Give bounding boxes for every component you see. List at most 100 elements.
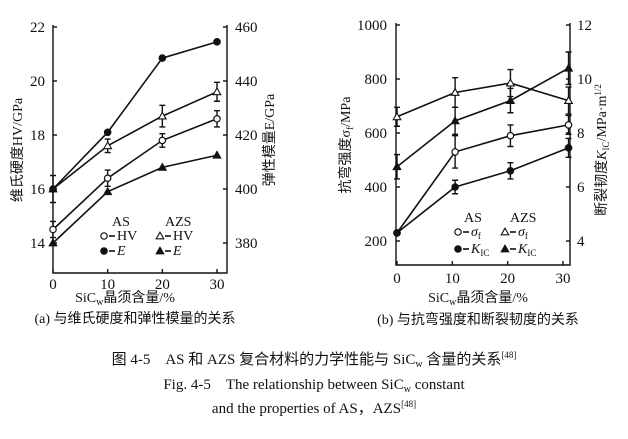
- open-circle-marker: [213, 115, 221, 123]
- right-y-axis-label: 弹性模量E/GPa: [262, 93, 278, 186]
- filled-triangle-marker: [48, 238, 58, 247]
- open-triangle-marker: [505, 78, 516, 87]
- legend-label: σf: [518, 225, 528, 241]
- axes-frame: [395, 23, 571, 266]
- x-tick-label: 0: [49, 277, 57, 293]
- legend-entry-azs-kic: KIC: [500, 242, 536, 258]
- filled-triangle-marker: [505, 95, 516, 104]
- filled-circle-marker: [451, 183, 459, 191]
- open-circle-marker: [49, 225, 57, 234]
- legend: HV HVE E: [100, 229, 193, 259]
- filled-circle-marker: [454, 245, 462, 253]
- series-azs-σf: [392, 68, 574, 127]
- legend-entry-as-e: E: [100, 244, 126, 259]
- legend-group-as: AS: [112, 215, 130, 230]
- filled-circle-marker: [506, 167, 515, 175]
- panel-caption: (a) 与维氏硬度和弹性模量的关系: [34, 311, 235, 327]
- filled-triangle-marker: [102, 186, 113, 196]
- right-y-tick-label: 6: [577, 180, 585, 196]
- x-tick-label: 30: [556, 271, 571, 287]
- series-line: [396, 124, 569, 234]
- series-as-e: [49, 38, 221, 193]
- series-line: [52, 118, 218, 231]
- open-circle-marker: [564, 121, 573, 129]
- left-y-tick-label: 1000: [357, 18, 387, 34]
- open-triangle-marker: [155, 231, 165, 240]
- x-tick-label: 10: [445, 271, 460, 287]
- panel-caption: (b) 与抗弯强度和断裂韧度的关系: [377, 311, 579, 328]
- open-triangle-marker: [392, 111, 402, 121]
- filled-triangle-marker: [155, 246, 165, 255]
- legend-label: E: [116, 244, 126, 259]
- series-line: [396, 147, 569, 234]
- series-line: [52, 91, 218, 190]
- left-y-tick-label: 20: [30, 74, 45, 90]
- right-y-tick-label: 420: [235, 128, 258, 144]
- left-y-tick-label: 600: [365, 126, 388, 142]
- right-y-tick-label: 12: [577, 18, 592, 34]
- filled-circle-marker: [49, 185, 57, 193]
- figure-caption: 图 4-5 AS 和 AZS 复合材料的力学性能与 SiCw 含量的关系[48]…: [112, 350, 517, 417]
- legend-entry-as-hv: HV: [100, 229, 137, 244]
- left-y-tick-label: 400: [365, 180, 388, 196]
- open-triangle-marker: [102, 140, 113, 150]
- series-line: [396, 82, 569, 118]
- series-line: [396, 67, 569, 168]
- left-y-tick-label: 200: [365, 234, 388, 250]
- x-tick-label: 20: [500, 271, 515, 287]
- left-y-axis-label: 抗弯强度σf/MPa: [337, 96, 355, 194]
- filled-triangle-marker: [500, 244, 510, 253]
- right-y-tick-label: 400: [235, 182, 258, 198]
- open-circle-marker: [454, 228, 462, 236]
- left-y-tick-label: 22: [30, 20, 45, 36]
- series-as-kic: [393, 137, 573, 237]
- open-triangle-marker: [212, 86, 222, 96]
- filled-circle-marker: [100, 247, 108, 255]
- panel-b: 抗弯强度σf/MPa 断裂韧度KIC/MPa·m1/2 SiCw晶须含量/% (…: [337, 84, 611, 328]
- x-axis-label: SiCw晶须含量/%: [428, 290, 528, 308]
- filled-circle-marker: [158, 54, 167, 62]
- legend-label: HV: [117, 229, 137, 244]
- series-as-hv: [49, 110, 221, 239]
- open-triangle-marker: [563, 95, 574, 104]
- legend-entry-as-σf: σf: [454, 225, 481, 241]
- open-circle-marker: [506, 131, 515, 140]
- x-tick-label: 10: [100, 277, 115, 293]
- left-y-tick-label: 18: [30, 128, 45, 144]
- caption-zh: 图 4-5 AS 和 AZS 复合材料的力学性能与 SiCw 含量的关系[48]: [112, 350, 517, 370]
- legend-label: KIC: [470, 242, 489, 258]
- axes-frame: [52, 25, 228, 274]
- series-as-σf: [393, 114, 573, 237]
- right-y-tick-label: 380: [235, 236, 258, 252]
- filled-triangle-marker: [450, 115, 460, 125]
- legend-label: E: [172, 244, 182, 259]
- open-triangle-marker: [500, 227, 510, 236]
- x-axis-label: SiCw晶须含量/%: [75, 290, 175, 308]
- legend-entry-as-kic: KIC: [454, 242, 489, 258]
- series-azs-e: [48, 150, 222, 247]
- right-y-tick-label: 10: [577, 72, 592, 88]
- series-line: [52, 41, 218, 190]
- legend-label: σf: [471, 225, 481, 241]
- left-y-tick-label: 14: [30, 236, 46, 252]
- open-circle-marker: [100, 232, 108, 240]
- caption-en-line2: and the properties of AS，AZS[48]: [212, 399, 416, 417]
- legend-label: KIC: [517, 242, 536, 258]
- panel-a: 维氏硬度HV/GPa 弹性模量E/GPa SiCw晶须含量/% (a) 与维氏硬…: [10, 93, 278, 327]
- open-triangle-marker: [450, 87, 460, 96]
- x-tick-label: 30: [210, 277, 225, 293]
- right-y-tick-label: 4: [577, 234, 585, 250]
- left-y-axis-label: 维氏硬度HV/GPa: [10, 97, 26, 202]
- open-circle-marker: [158, 136, 167, 145]
- filled-circle-marker: [393, 229, 401, 237]
- caption-en-line1: Fig. 4-5 The relationship between SiCw c…: [163, 377, 465, 395]
- series-line: [52, 154, 218, 244]
- series-azs-kic: [392, 51, 574, 180]
- right-y-tick-label: 460: [235, 20, 258, 36]
- right-y-axis-label: 断裂韧度KIC/MPa·m1/2: [593, 84, 611, 216]
- open-triangle-marker: [157, 111, 168, 120]
- open-circle-marker: [103, 174, 112, 183]
